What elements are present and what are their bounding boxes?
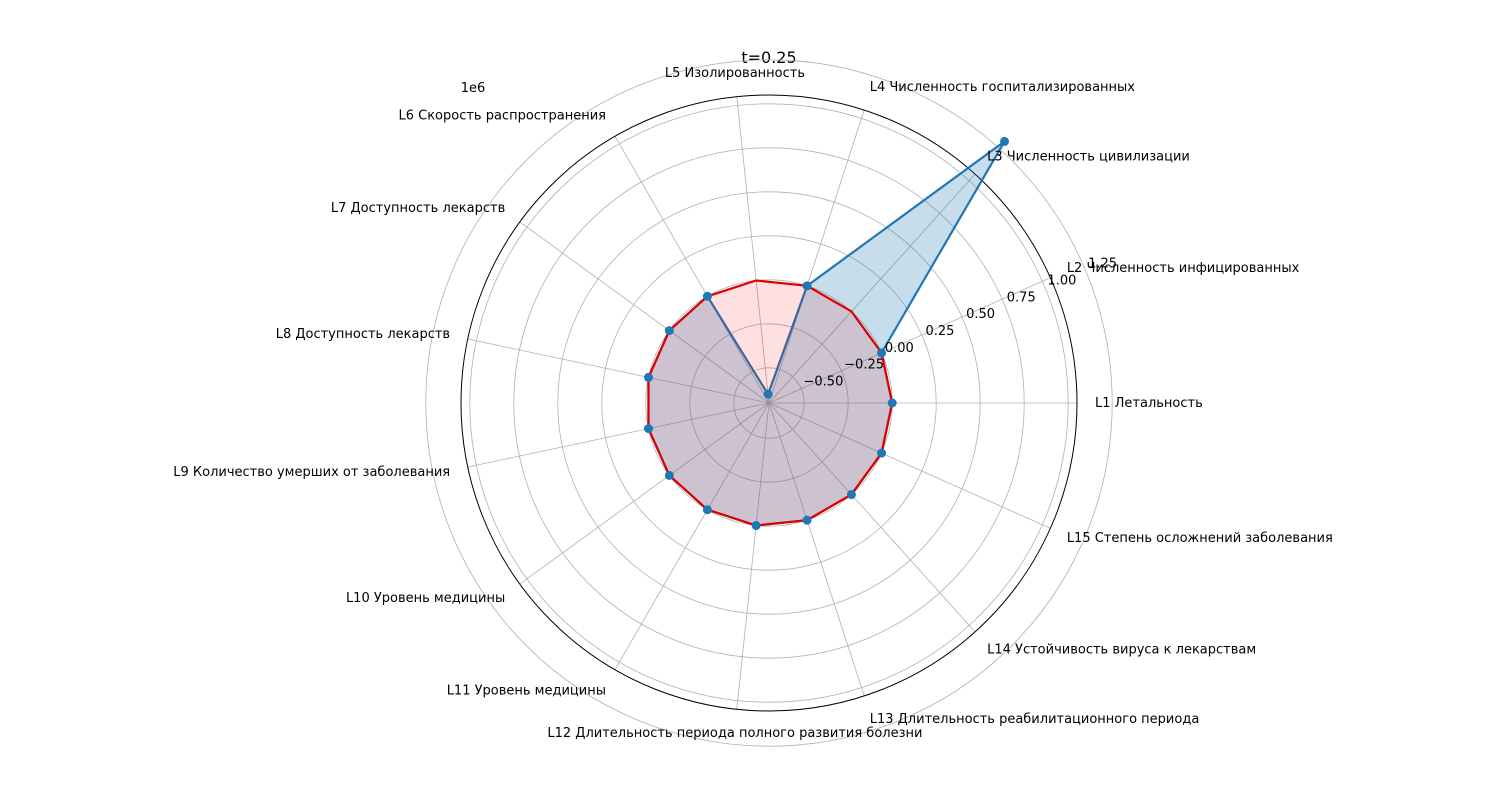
data-point <box>802 515 812 525</box>
radial-tick-label: −0.50 <box>804 375 844 390</box>
data-point <box>846 490 856 500</box>
data-point <box>877 448 887 458</box>
category-label: L1 Летальность <box>1095 396 1203 411</box>
grid-spoke <box>768 402 865 697</box>
grid-spoke <box>768 173 976 404</box>
grid-spoke <box>519 402 770 585</box>
data-point <box>887 398 897 408</box>
grid-spoke <box>519 221 770 404</box>
grid-spoke <box>467 338 770 404</box>
category-label: L12 Длительность периода полного развити… <box>547 726 922 741</box>
category-label: L3 Численность цивилизации <box>987 149 1190 164</box>
category-label: L13 Длительность реабилитационного перио… <box>870 712 1200 727</box>
data-point <box>664 326 674 336</box>
axis-labels: L1 Летальность L2 Численность инфицирован… <box>173 66 1333 741</box>
data-point <box>643 372 653 382</box>
data-point <box>1000 136 1010 146</box>
category-label: L14 Устойчивость вируса к лекарствам <box>987 643 1256 658</box>
data-point <box>702 291 712 301</box>
grid <box>425 59 1113 747</box>
category-label: L8 Доступность лекарств <box>276 327 450 342</box>
radial-tick-label: 1.25 <box>1088 257 1117 272</box>
grid-spoke <box>467 402 770 468</box>
category-label: L2 Численность инфицированных <box>1067 261 1300 276</box>
category-label: L4 Численность госпитализированных <box>870 80 1136 95</box>
radial-offset-label: 1e6 <box>461 81 486 96</box>
series-area-0 <box>648 141 1005 526</box>
series-line-1 <box>647 279 894 527</box>
polar-frame <box>460 94 1078 712</box>
category-label: L6 Скорость распространения <box>398 108 606 123</box>
grid-circle <box>425 59 1113 747</box>
radial-tick-label: −0.25 <box>844 358 884 373</box>
data-point <box>751 521 761 531</box>
radial-ticks: −0.50−0.250.00 0.25 0.50 0.75 1.00 1.25 <box>804 257 1118 390</box>
category-label: L5 Изолированность <box>665 66 805 81</box>
category-label: L10 Уровень медицины <box>346 591 505 606</box>
category-label: L15 Степень осложнений заболевания <box>1067 531 1333 546</box>
grid-spoke <box>768 402 1051 529</box>
data-point <box>802 281 812 291</box>
chart-title: t=0.25 <box>741 48 796 67</box>
data-point <box>877 348 887 358</box>
series-area-1 <box>648 280 893 526</box>
radial-tick-label: 1.00 <box>1047 274 1076 289</box>
category-label: L7 Доступность лекарств <box>331 201 505 216</box>
data-point <box>643 424 653 434</box>
radial-tick-label: 0.00 <box>885 341 914 356</box>
radial-tick-label: 0.50 <box>966 307 995 322</box>
grid-spoke <box>768 277 1051 404</box>
series-layer <box>643 136 1010 531</box>
data-point <box>702 505 712 515</box>
grid-spoke <box>614 402 770 670</box>
grid-spoke <box>736 96 770 404</box>
data-point <box>664 470 674 480</box>
data-point <box>763 389 773 399</box>
grid-spoke <box>768 402 976 633</box>
grid-spoke <box>614 136 770 404</box>
radial-tick-label: 0.25 <box>925 324 954 339</box>
category-label: L9 Количество умерших от заболевания <box>173 465 450 480</box>
radial-tick-label: 0.75 <box>1007 290 1036 305</box>
grid-spoke <box>736 402 770 710</box>
grid-spoke <box>768 109 865 404</box>
category-label: L11 Уровень медицины <box>447 684 606 699</box>
